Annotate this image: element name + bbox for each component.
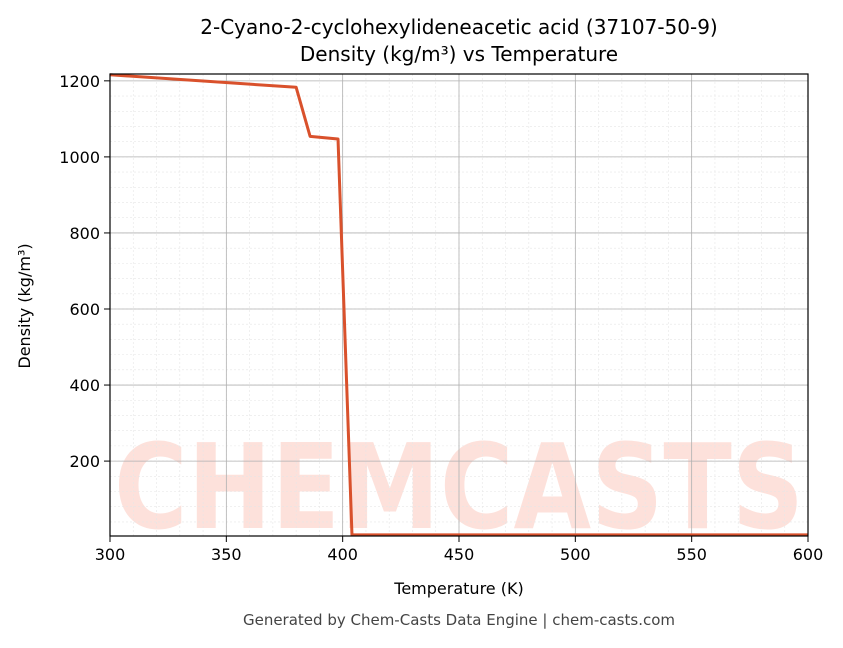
data-line [109, 73, 808, 537]
y-tick-label: 400 [69, 376, 100, 395]
x-tick-label: 500 [560, 545, 591, 564]
y-tick-label: 600 [69, 300, 100, 319]
y-tick-label: 800 [69, 224, 100, 243]
chart-subtitle: Density (kg/m³) vs Temperature [300, 42, 618, 66]
x-tick-label: 300 [95, 545, 126, 564]
x-tick-label: 550 [676, 545, 707, 564]
x-tick-label: 350 [211, 545, 242, 564]
y-tick-label: 1200 [59, 72, 100, 91]
footer: Generated by Chem-Casts Data Engine | ch… [243, 611, 675, 629]
x-tick-label: 450 [444, 545, 475, 564]
y-axis-label: Density (kg/m³) [15, 243, 34, 368]
x-tick-label: 400 [327, 545, 358, 564]
chart-title: 2-Cyano-2-cyclohexylideneacetic acid (37… [200, 15, 717, 39]
y-tick-label: 200 [69, 452, 100, 471]
x-tick-label: 600 [793, 545, 824, 564]
y-tick-label: 1000 [59, 148, 100, 167]
x-axis-label: Temperature (K) [393, 579, 523, 598]
plot-frame [109, 73, 809, 537]
